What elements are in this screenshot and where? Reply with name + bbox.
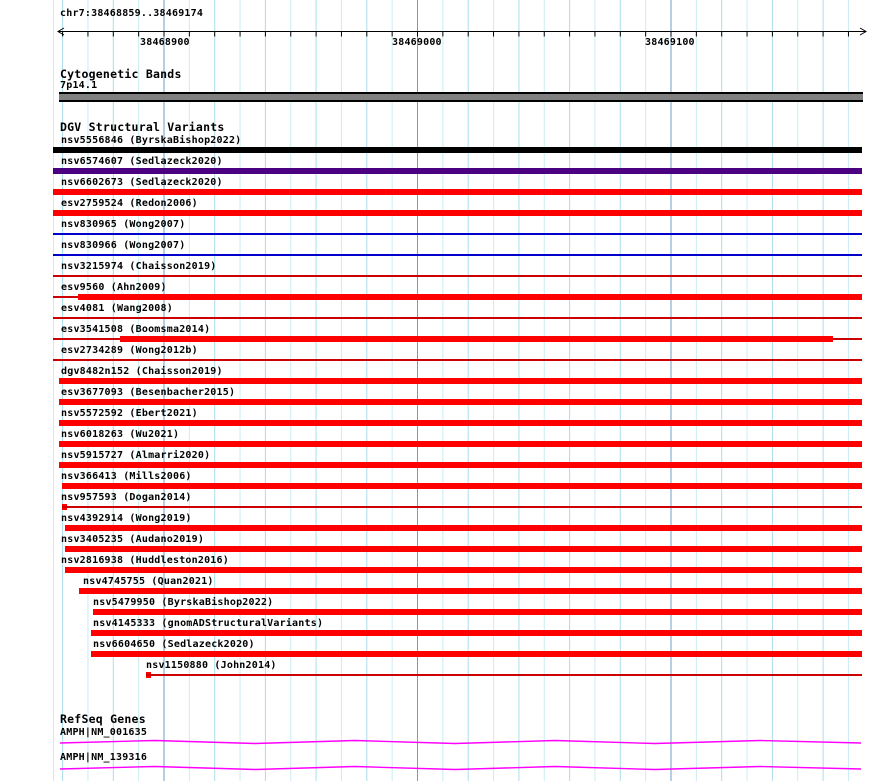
variant-bar-segment[interactable] (53, 338, 120, 340)
variant-bar-segment[interactable] (59, 462, 862, 468)
variant-row: esv2759524 (Redon2006) (0, 198, 890, 219)
variant-bar-segment[interactable] (65, 546, 862, 552)
variant-row: esv3541508 (Boomsma2014) (0, 324, 890, 345)
refseq-header: RefSeq Genes (60, 712, 146, 726)
gene-label[interactable]: AMPH|NM_139316 (60, 752, 148, 763)
variant-bar-segment[interactable] (78, 294, 862, 300)
variant-row: nsv6018263 (Wu2021) (0, 429, 890, 450)
variant-label[interactable]: nsv830966 (Wong2007) (61, 240, 186, 251)
variant-label[interactable]: nsv2816938 (Huddleston2016) (61, 555, 229, 566)
cytoband-bar[interactable] (59, 92, 863, 102)
variant-row: nsv366413 (Mills2006) (0, 471, 890, 492)
cytogenetic-bands-header: Cytogenetic Bands (60, 67, 182, 81)
variant-label[interactable]: nsv3405235 (Audano2019) (61, 534, 205, 545)
variant-bar-segment[interactable] (833, 338, 862, 340)
variant-label[interactable]: nsv6018263 (Wu2021) (61, 429, 180, 440)
variant-row: nsv6604650 (Sedlazeck2020) (0, 639, 890, 660)
cytoband-label: 7p14.1 (60, 80, 98, 91)
variant-bar-segment[interactable] (93, 609, 862, 615)
region-title: chr7:38468859..38469174 (60, 8, 204, 19)
variant-label[interactable]: esv9560 (Ahn2009) (61, 282, 167, 293)
variant-bar-segment[interactable] (146, 674, 862, 676)
variant-row: dgv8482n152 (Chaisson2019) (0, 366, 890, 387)
variant-bar-segment[interactable] (53, 233, 862, 235)
variant-label[interactable]: nsv6602673 (Sedlazeck2020) (61, 177, 223, 188)
variant-bar-segment[interactable] (53, 189, 862, 195)
variant-bar-segment[interactable] (65, 567, 862, 573)
variant-bar-segment[interactable] (91, 630, 862, 636)
variant-row: nsv2816938 (Huddleston2016) (0, 555, 890, 576)
variant-label[interactable]: nsv5915727 (Almarri2020) (61, 450, 211, 461)
variant-row: nsv5572592 (Ebert2021) (0, 408, 890, 429)
variant-row: nsv830966 (Wong2007) (0, 240, 890, 261)
variant-row: nsv4392914 (Wong2019) (0, 513, 890, 534)
variant-row: nsv830965 (Wong2007) (0, 219, 890, 240)
ruler (57, 27, 867, 37)
variant-row: esv4081 (Wang2008) (0, 303, 890, 324)
variant-row: esv9560 (Ahn2009) (0, 282, 890, 303)
gene-intron-line[interactable] (59, 765, 862, 771)
variant-bar-segment[interactable] (53, 296, 78, 298)
variant-label[interactable]: nsv830965 (Wong2007) (61, 219, 186, 230)
variant-bar-segment[interactable] (53, 317, 862, 319)
variant-bar-segment[interactable] (53, 275, 862, 277)
variant-label[interactable]: esv3677093 (Besenbacher2015) (61, 387, 236, 398)
variant-bar-segment[interactable] (79, 588, 862, 594)
ruler-tick-label: 38469000 (392, 37, 442, 48)
variant-label[interactable]: nsv5556846 (ByrskaBishop2022) (61, 135, 242, 146)
variant-label[interactable]: nsv4392914 (Wong2019) (61, 513, 192, 524)
variant-label[interactable]: nsv1150880 (John2014) (146, 660, 277, 671)
variant-row: nsv6574607 (Sedlazeck2020) (0, 156, 890, 177)
variant-bar-segment[interactable] (59, 378, 862, 384)
variant-bar-segment[interactable] (53, 359, 862, 361)
variant-row: nsv3215974 (Chaisson2019) (0, 261, 890, 282)
variant-label[interactable]: esv2759524 (Redon2006) (61, 198, 198, 209)
variant-label[interactable]: nsv3215974 (Chaisson2019) (61, 261, 217, 272)
variant-label[interactable]: nsv957593 (Dogan2014) (61, 492, 192, 503)
variant-label[interactable]: esv4081 (Wang2008) (61, 303, 173, 314)
ruler-tick-label: 38469100 (645, 37, 695, 48)
variant-row: nsv1150880 (John2014) (0, 660, 890, 681)
variant-label[interactable]: nsv6604650 (Sedlazeck2020) (93, 639, 255, 650)
variant-bar-segment[interactable] (53, 210, 862, 216)
variant-bar-segment[interactable] (62, 506, 862, 508)
variant-bar-segment[interactable] (65, 525, 862, 531)
variant-label[interactable]: dgv8482n152 (Chaisson2019) (61, 366, 223, 377)
ruler-tick-label: 38468900 (140, 37, 190, 48)
variant-row: nsv6602673 (Sedlazeck2020) (0, 177, 890, 198)
variant-bar-segment[interactable] (59, 399, 862, 405)
variant-label[interactable]: nsv4145333 (gnomADStructuralVariants) (93, 618, 324, 629)
variant-row: nsv4745755 (Quan2021) (0, 576, 890, 597)
variant-bar-segment[interactable] (62, 483, 862, 489)
variant-label[interactable]: nsv6574607 (Sedlazeck2020) (61, 156, 223, 167)
variant-bar-segment[interactable] (59, 420, 862, 426)
variant-bar-segment[interactable] (53, 168, 862, 174)
variant-bar-segment[interactable] (53, 254, 862, 256)
variant-label[interactable]: nsv5479950 (ByrskaBishop2022) (93, 597, 274, 608)
gene-intron-line[interactable] (59, 739, 862, 745)
variant-row: nsv5556846 (ByrskaBishop2022) (0, 135, 890, 156)
variant-bar-segment[interactable] (91, 651, 862, 657)
dgv-header: DGV Structural Variants (60, 120, 225, 134)
variant-row: nsv3405235 (Audano2019) (0, 534, 890, 555)
variant-row: nsv4145333 (gnomADStructuralVariants) (0, 618, 890, 639)
variant-label[interactable]: nsv5572592 (Ebert2021) (61, 408, 198, 419)
variant-bar-segment[interactable] (120, 336, 833, 342)
variant-bar-segment[interactable] (53, 147, 862, 153)
variant-row: nsv5479950 (ByrskaBishop2022) (0, 597, 890, 618)
variant-label[interactable]: esv2734289 (Wong2012b) (61, 345, 198, 356)
variant-row: esv2734289 (Wong2012b) (0, 345, 890, 366)
variant-label[interactable]: nsv4745755 (Quan2021) (83, 576, 214, 587)
variant-row: nsv5915727 (Almarri2020) (0, 450, 890, 471)
variant-label[interactable]: esv3541508 (Boomsma2014) (61, 324, 211, 335)
variant-row: esv3677093 (Besenbacher2015) (0, 387, 890, 408)
gene-label[interactable]: AMPH|NM_001635 (60, 727, 148, 738)
variant-label[interactable]: nsv366413 (Mills2006) (61, 471, 192, 482)
variant-row: nsv957593 (Dogan2014) (0, 492, 890, 513)
variant-bar-segment[interactable] (59, 441, 862, 447)
